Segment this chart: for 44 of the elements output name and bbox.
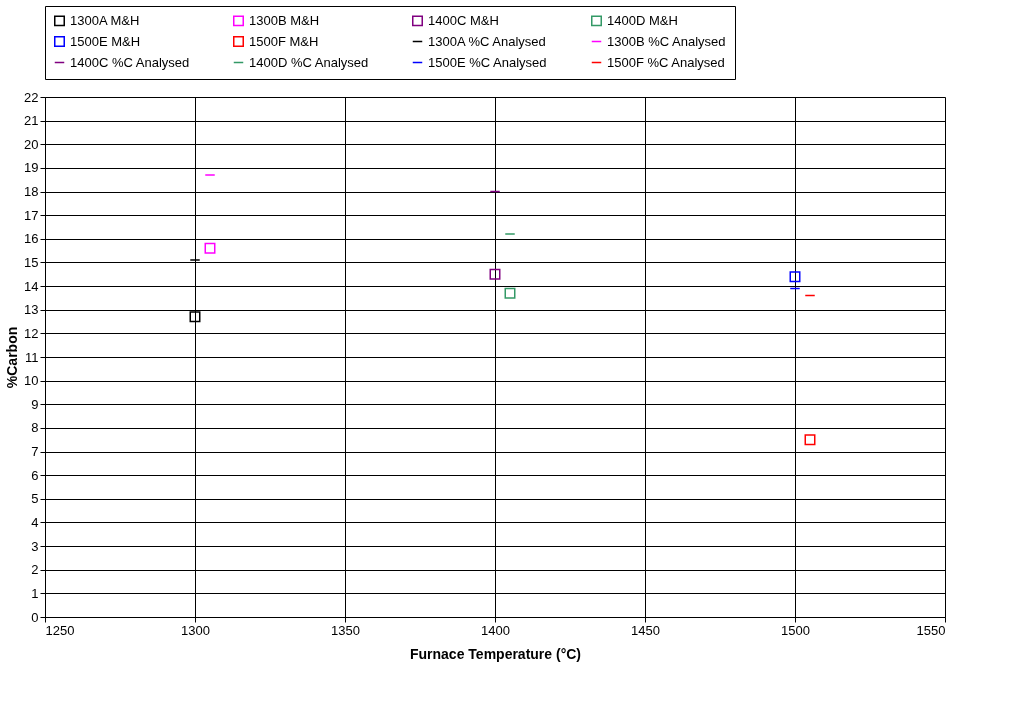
- y-tick-label: 17: [24, 207, 39, 223]
- y-tick-label: 6: [31, 467, 39, 483]
- y-tick-label: 0: [31, 609, 39, 625]
- x-tick-label: 1550: [916, 622, 946, 638]
- legend-label: 1500F M&H: [249, 33, 319, 49]
- y-tick-label: 13: [24, 302, 39, 318]
- y-tick-label: 5: [31, 491, 39, 507]
- y-tick-label: 1: [31, 585, 39, 601]
- x-tick-label: 1450: [631, 622, 660, 638]
- legend-label: 1500F %C Analysed: [607, 54, 725, 70]
- x-axis-title: Furnace Temperature (°C): [409, 645, 582, 662]
- legend-label: 1300B %C Analysed: [607, 33, 726, 49]
- legend-label: 1400D M&H: [607, 12, 678, 28]
- x-tick-label: 1250: [45, 622, 75, 638]
- y-tick-label: 19: [24, 160, 39, 176]
- y-tick-label: 9: [31, 396, 39, 412]
- legend-label: 1300B M&H: [249, 12, 320, 28]
- legend-label: 1300A %C Analysed: [428, 33, 546, 49]
- y-tick-label: 11: [25, 349, 39, 365]
- y-tick-label: 8: [31, 420, 39, 436]
- y-tick-label: 20: [24, 136, 39, 152]
- legend-label: 1400C M&H: [428, 12, 499, 28]
- y-tick-label: 18: [24, 184, 39, 200]
- legend-label: 1500E %C Analysed: [428, 54, 547, 70]
- x-tick-label: 1500: [781, 622, 810, 638]
- legend-label: 1500E M&H: [70, 33, 141, 49]
- y-tick-label: 16: [24, 231, 39, 247]
- x-tick-label: 1300: [181, 622, 210, 638]
- y-tick-label: 12: [24, 325, 39, 341]
- y-axis-title: %Carbon: [4, 326, 21, 389]
- x-tick-label: 1400: [481, 622, 510, 638]
- y-tick-label: 7: [31, 444, 39, 460]
- y-tick-label: 21: [24, 113, 39, 129]
- y-tick-label: 15: [24, 254, 39, 270]
- y-tick-label: 3: [31, 538, 39, 554]
- y-tick-label: 22: [24, 89, 39, 105]
- y-tick-label: 4: [31, 514, 39, 530]
- y-tick-label: 2: [31, 562, 39, 578]
- x-tick-label: 1350: [331, 622, 360, 638]
- legend-label: 1300A M&H: [70, 12, 140, 28]
- y-tick-label: 14: [24, 278, 39, 294]
- legend-label: 1400C %C Analysed: [70, 54, 190, 70]
- legend-label: 1400D %C Analysed: [249, 54, 369, 70]
- y-tick-label: 10: [24, 373, 39, 389]
